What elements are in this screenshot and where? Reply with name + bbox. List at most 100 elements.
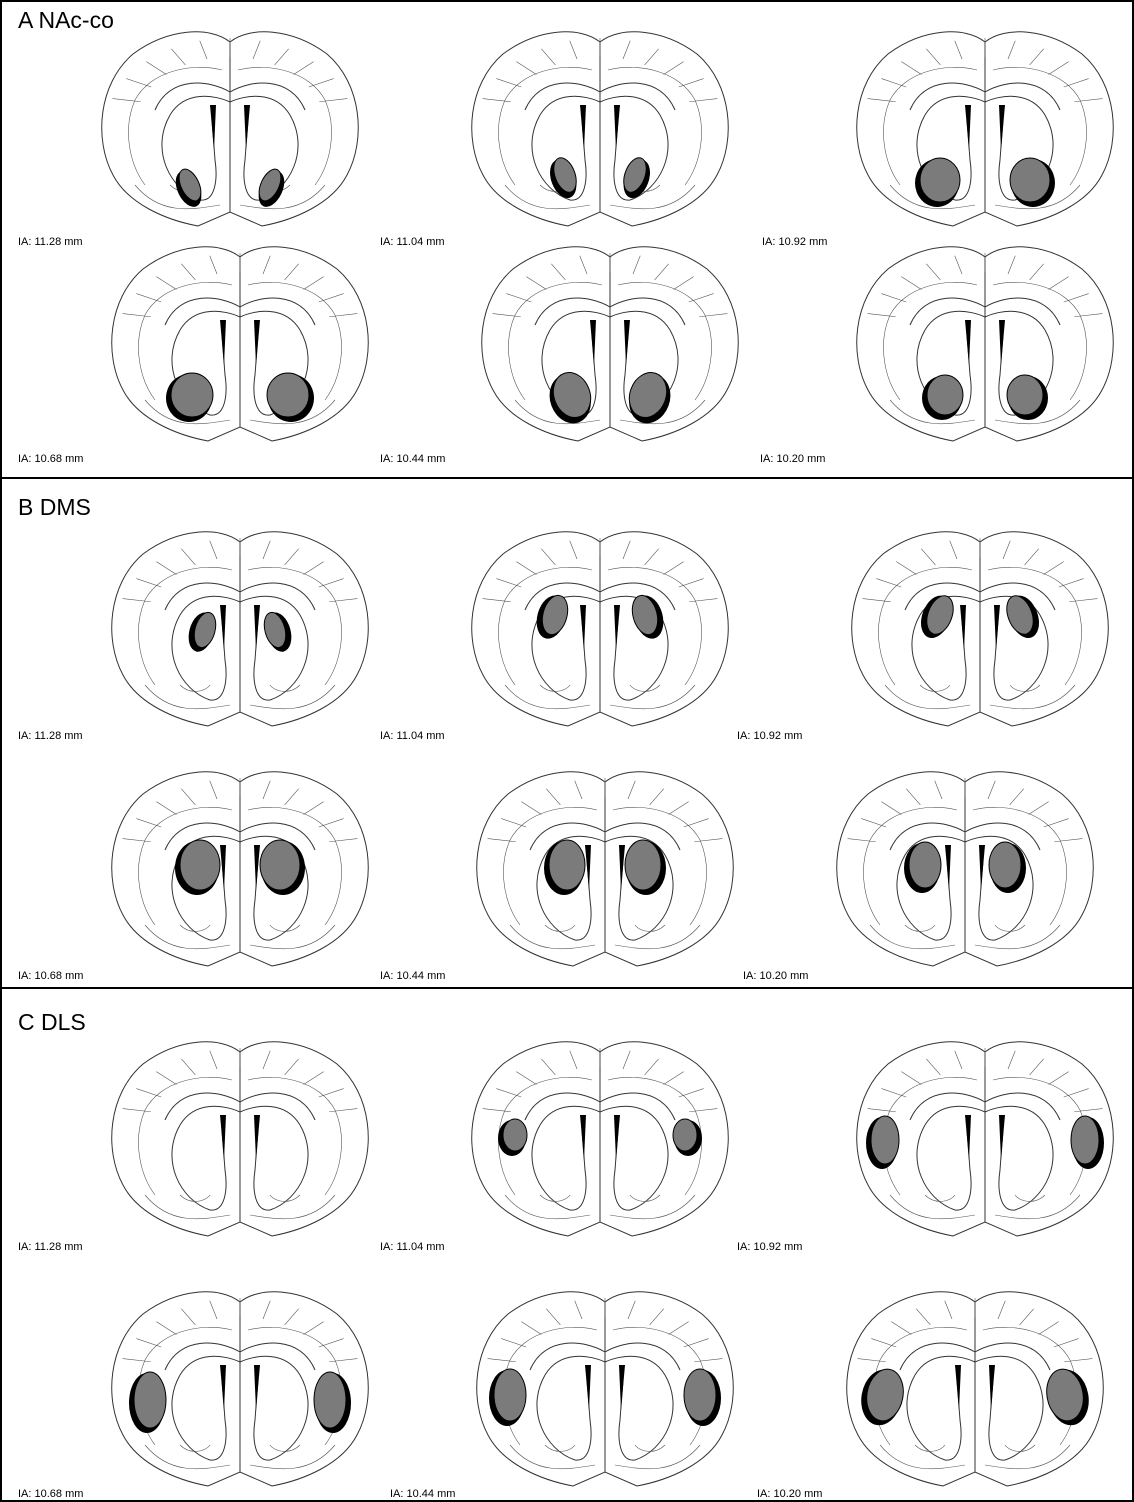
radial-line <box>921 549 935 565</box>
radial-line <box>1025 549 1039 565</box>
radial-line <box>950 541 957 559</box>
radial-line <box>285 1059 299 1075</box>
brain-section <box>472 1042 729 1236</box>
radial-line <box>304 1072 324 1085</box>
section-label: IA: 10.92 mm <box>737 730 802 742</box>
brain-section <box>847 1292 1104 1486</box>
radial-line <box>868 1109 896 1112</box>
section-label: IA: 10.44 mm <box>380 453 445 465</box>
lesion <box>547 367 597 423</box>
radial-line <box>285 549 299 565</box>
radial-line <box>1020 1309 1034 1325</box>
radial-line <box>901 1072 921 1085</box>
radial-line <box>881 1089 906 1097</box>
radial-line <box>570 541 577 559</box>
section-label: IA: 10.92 mm <box>737 1241 802 1253</box>
radial-line <box>1003 541 1010 559</box>
radial-line <box>633 256 640 274</box>
section-label: IA: 11.04 mm <box>380 730 445 742</box>
radial-line <box>304 562 324 575</box>
radial-line <box>679 79 704 87</box>
radial-line <box>935 781 942 799</box>
radial-line <box>263 541 270 559</box>
radial-line <box>156 562 176 575</box>
radial-line <box>285 789 299 805</box>
section-label: IA: 10.20 mm <box>760 453 825 465</box>
radial-line <box>309 79 334 87</box>
lesion <box>503 1119 527 1151</box>
radial-line <box>1044 819 1069 827</box>
radial-line <box>329 839 357 842</box>
radial-line <box>664 1072 684 1085</box>
radial-line <box>304 1322 324 1335</box>
radial-line <box>136 819 161 827</box>
brain-section <box>112 1042 369 1236</box>
radial-line <box>1008 1051 1015 1069</box>
radial-line <box>575 781 582 799</box>
radial-line <box>304 277 324 290</box>
radial-line <box>645 549 659 565</box>
radial-line <box>285 1309 299 1325</box>
panel-title: A NAc-co <box>18 7 114 33</box>
radial-line <box>521 1322 541 1335</box>
radial-line <box>1074 314 1102 317</box>
radial-line <box>655 264 669 280</box>
radial-line <box>123 1359 151 1362</box>
section-label: IA: 11.28 mm <box>18 236 83 248</box>
section-label: IA: 10.20 mm <box>743 970 808 982</box>
radial-line <box>664 62 684 75</box>
radial-line <box>496 1089 521 1097</box>
lesion <box>623 367 673 423</box>
radial-line <box>136 579 161 587</box>
radial-line <box>304 802 324 815</box>
section-label: IA: 10.44 mm <box>380 970 445 982</box>
radial-line <box>546 789 560 805</box>
brain-section <box>112 772 369 966</box>
radial-line <box>496 79 521 87</box>
radial-line <box>623 41 630 59</box>
radial-line <box>1010 789 1024 805</box>
section-label: IA: 10.68 mm <box>18 1488 83 1500</box>
lesion <box>989 842 1021 888</box>
radial-line <box>210 256 217 274</box>
radial-line <box>1030 264 1044 280</box>
radial-line <box>1069 599 1097 602</box>
radial-line <box>123 839 151 842</box>
radial-line <box>275 49 289 65</box>
radial-line <box>263 1301 270 1319</box>
brain-section <box>852 532 1109 726</box>
radial-line <box>488 1359 516 1362</box>
radial-line <box>926 1059 940 1075</box>
radial-line <box>253 41 260 59</box>
brain-section <box>857 247 1114 441</box>
radial-line <box>684 1339 709 1347</box>
radial-line <box>506 294 531 302</box>
radial-line <box>551 264 565 280</box>
radial-line <box>483 599 511 602</box>
radial-line <box>263 256 270 274</box>
lesion <box>134 1372 166 1428</box>
radial-line <box>669 1322 689 1335</box>
radial-line <box>871 1339 896 1347</box>
section-label: IA: 11.04 mm <box>380 1241 445 1253</box>
radial-line <box>210 541 217 559</box>
radial-line <box>575 1301 582 1319</box>
radial-line <box>689 1109 717 1112</box>
radial-line <box>541 1059 555 1075</box>
radial-line <box>881 294 906 302</box>
radial-line <box>136 1089 161 1097</box>
radial-line <box>263 1051 270 1069</box>
brain-section <box>112 532 369 726</box>
radial-line <box>628 1301 635 1319</box>
radial-line <box>650 1309 664 1325</box>
radial-line <box>926 49 940 65</box>
lesion <box>171 373 213 417</box>
radial-line <box>570 1051 577 1069</box>
lesion <box>673 1119 697 1151</box>
lesion <box>180 840 220 890</box>
section-label: IA: 10.68 mm <box>18 970 83 982</box>
radial-line <box>901 277 921 290</box>
radial-line <box>955 1051 962 1069</box>
radial-line <box>319 1089 344 1097</box>
radial-line <box>1064 1359 1092 1362</box>
